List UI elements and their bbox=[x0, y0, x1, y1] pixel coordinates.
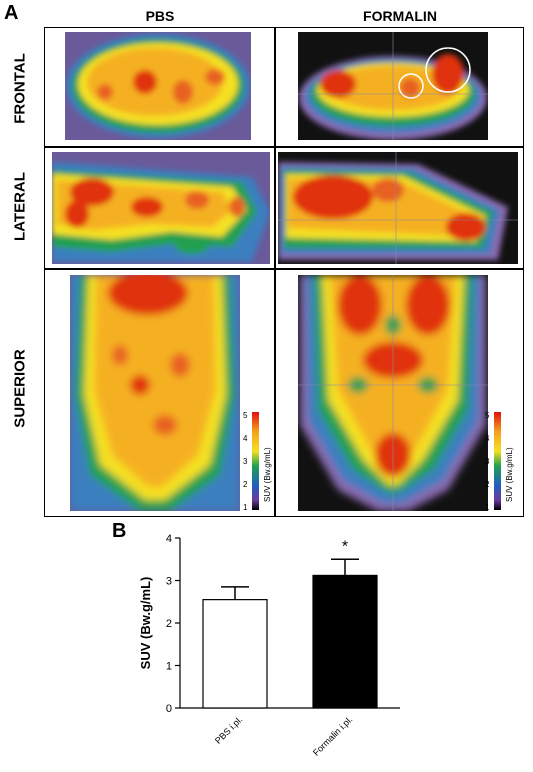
grid-divider-row2 bbox=[44, 268, 524, 270]
colorbar-pbs: 5 4 3 2 1 SUV (Bw.g/mL) bbox=[243, 410, 275, 514]
bar-chart: 0 1 2 3 4 SUV (Bw.g/mL) PBS i.pl. Formalin i.pl… bbox=[138, 533, 400, 758]
colorbar-pbs-label: SUV (Bw.g/mL) bbox=[263, 447, 272, 502]
row-label-lateral: LATERAL bbox=[11, 172, 29, 241]
y-tick-label: 3 bbox=[166, 576, 172, 588]
y-tick-label: 0 bbox=[166, 703, 172, 715]
y-axis-label: SUV (Bw.g/mL) bbox=[138, 577, 153, 670]
pet-image-lateral-formalin bbox=[278, 152, 518, 264]
colorbar-pbs-tick-2: 2 bbox=[243, 480, 248, 489]
x-tick-label-0: PBS i.pl. bbox=[213, 714, 244, 745]
column-header-pbs: PBS bbox=[145, 8, 175, 24]
panel-b-letter: B bbox=[112, 520, 127, 542]
bar-1 bbox=[312, 574, 378, 709]
colorbar-pbs-tick-5: 5 bbox=[243, 411, 248, 420]
pet-image-superior-pbs bbox=[70, 275, 240, 511]
colorbar-formalin-tick-4: 4 bbox=[485, 434, 490, 443]
grid-divider-row1 bbox=[44, 146, 524, 148]
bar-0 bbox=[202, 599, 268, 709]
pet-image-lateral-pbs bbox=[52, 152, 270, 264]
row-label-superior: SUPERIOR bbox=[11, 349, 29, 428]
row-label-frontal: FRONTAL bbox=[11, 53, 29, 124]
colorbar-formalin-tick-3: 3 bbox=[485, 457, 490, 466]
pet-image-frontal-pbs bbox=[65, 32, 251, 140]
colorbar-formalin-tick-5: 5 bbox=[485, 411, 490, 420]
y-tick-label: 1 bbox=[166, 661, 172, 673]
column-header-formalin: FORMALIN bbox=[363, 8, 437, 24]
image-grid bbox=[44, 27, 524, 517]
colorbar-formalin-label: SUV (Bw.g/mL) bbox=[505, 447, 514, 502]
y-tick-label: 4 bbox=[166, 533, 172, 545]
pet-image-superior-formalin bbox=[298, 275, 488, 511]
significance-marker: * bbox=[342, 538, 348, 555]
y-tick-label: 2 bbox=[166, 618, 172, 630]
colorbar-formalin-tick-1: 1 bbox=[485, 503, 490, 512]
grid-divider-vertical bbox=[274, 27, 276, 517]
colorbar-pbs-tick-3: 3 bbox=[243, 457, 248, 466]
colorbar-pbs-tick-4: 4 bbox=[243, 434, 248, 443]
pet-image-frontal-formalin bbox=[298, 32, 488, 140]
panel-a-letter: A bbox=[4, 2, 19, 24]
colorbar-formalin: 5 4 3 2 1 SUV (Bw.g/mL) bbox=[485, 410, 517, 514]
x-tick-label-1: Formalin i.pl. bbox=[311, 714, 354, 757]
colorbar-pbs-tick-1: 1 bbox=[243, 503, 248, 512]
colorbar-formalin-tick-2: 2 bbox=[485, 480, 490, 489]
